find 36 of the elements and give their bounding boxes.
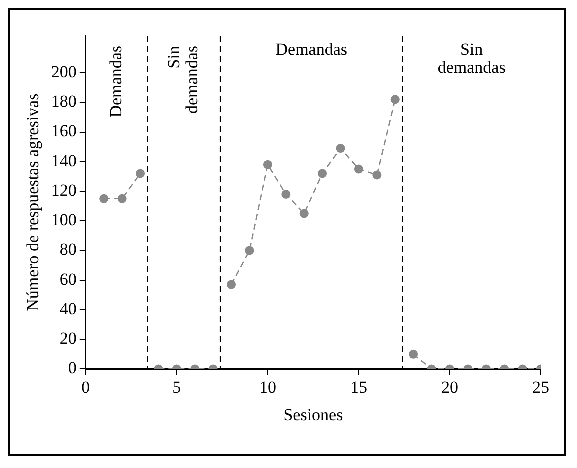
- annotation: Sin demandas: [164, 46, 202, 114]
- y-tick-label: 200: [51, 62, 77, 82]
- annotation: Demandas: [276, 40, 348, 59]
- point: [318, 169, 328, 178]
- point: [263, 160, 272, 170]
- y-tick-label: 120: [51, 180, 77, 200]
- point: [354, 164, 364, 174]
- x-tick-label: 0: [82, 378, 90, 397]
- y-tick-label: 40: [60, 299, 77, 318]
- x-tick-label: 20: [441, 378, 458, 397]
- point: [390, 95, 400, 104]
- x-tick-label: 15: [350, 378, 368, 397]
- point: [136, 169, 146, 178]
- y-tick-label: 0: [68, 358, 77, 378]
- annotation: Demandas: [106, 46, 126, 118]
- y-axis-title: Número de respuestas agresivas: [24, 94, 43, 312]
- x-tick-label: 5: [172, 378, 182, 397]
- y-tick-label: 180: [51, 92, 77, 112]
- y-tick-label: 80: [60, 240, 77, 260]
- point: [336, 144, 346, 154]
- y-tick-label: 100: [51, 210, 77, 230]
- y-tick-label: 20: [60, 329, 77, 348]
- x-tick-label: 10: [259, 378, 276, 397]
- point: [245, 246, 254, 256]
- y-tick-label: 160: [51, 122, 77, 141]
- point: [300, 209, 309, 218]
- point: [282, 190, 291, 199]
- y-tick-label: 140: [51, 151, 77, 170]
- annotation: Sin demandas: [438, 40, 506, 77]
- x-axis-title: Sesiones: [284, 405, 344, 424]
- point: [372, 170, 382, 180]
- x-tick-label: 25: [532, 378, 550, 397]
- point: [118, 194, 127, 204]
- point: [227, 280, 236, 290]
- point: [100, 194, 109, 204]
- y-tick-label: 60: [60, 270, 77, 289]
